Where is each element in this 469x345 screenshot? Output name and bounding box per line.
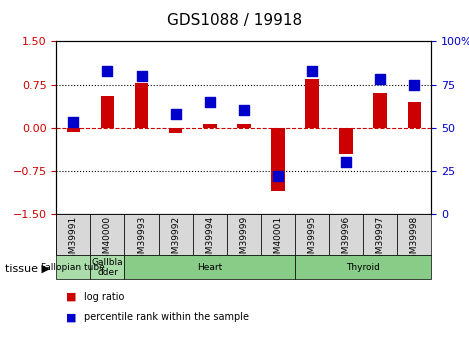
Text: GSM40001: GSM40001 [273, 216, 282, 265]
Text: GSM39998: GSM39998 [410, 214, 419, 263]
Text: Heart: Heart [197, 263, 222, 272]
Point [172, 111, 180, 117]
Text: GSM39991: GSM39991 [69, 216, 78, 265]
Text: GSM40000: GSM40000 [103, 216, 112, 265]
Text: ■: ■ [66, 292, 76, 302]
Text: Fallopian tube: Fallopian tube [41, 263, 105, 272]
Text: GSM40000: GSM40000 [103, 214, 112, 263]
Text: GSM39997: GSM39997 [376, 214, 385, 263]
Bar [169, 128, 182, 134]
Bar [408, 102, 421, 128]
FancyBboxPatch shape [124, 255, 295, 279]
FancyBboxPatch shape [159, 214, 193, 255]
Text: percentile rank within the sample: percentile rank within the sample [84, 313, 250, 322]
Text: tissue ▶: tissue ▶ [5, 264, 50, 274]
FancyBboxPatch shape [397, 214, 431, 255]
FancyBboxPatch shape [124, 214, 159, 255]
Bar [135, 83, 148, 128]
FancyBboxPatch shape [193, 214, 227, 255]
Text: GSM39998: GSM39998 [410, 216, 419, 265]
Text: log ratio: log ratio [84, 292, 125, 302]
FancyBboxPatch shape [295, 214, 329, 255]
Text: Gallbla
dder: Gallbla dder [91, 258, 123, 277]
FancyBboxPatch shape [91, 214, 124, 255]
FancyBboxPatch shape [261, 214, 295, 255]
Text: GSM39999: GSM39999 [239, 214, 249, 263]
Text: GSM39994: GSM39994 [205, 214, 214, 263]
Text: GSM39994: GSM39994 [205, 216, 214, 265]
Point [240, 108, 248, 113]
Point [206, 99, 213, 105]
Text: GSM39999: GSM39999 [239, 216, 249, 265]
Text: GSM40001: GSM40001 [273, 214, 282, 263]
Text: GSM39995: GSM39995 [308, 216, 317, 265]
Text: GSM39993: GSM39993 [137, 214, 146, 263]
Text: Thyroid: Thyroid [346, 263, 380, 272]
Bar [203, 124, 217, 128]
Bar [340, 128, 353, 154]
Text: GSM39992: GSM39992 [171, 216, 180, 265]
FancyBboxPatch shape [227, 214, 261, 255]
FancyBboxPatch shape [329, 214, 363, 255]
Text: GSM39991: GSM39991 [69, 214, 78, 263]
Text: GDS1088 / 19918: GDS1088 / 19918 [167, 13, 302, 28]
Text: GSM39996: GSM39996 [342, 214, 351, 263]
Text: GSM39996: GSM39996 [342, 216, 351, 265]
Bar [305, 79, 319, 128]
Bar [373, 93, 387, 128]
Point [138, 73, 145, 79]
Text: GSM39997: GSM39997 [376, 216, 385, 265]
FancyBboxPatch shape [56, 214, 91, 255]
Point [411, 82, 418, 87]
FancyBboxPatch shape [295, 255, 431, 279]
FancyBboxPatch shape [56, 255, 91, 279]
FancyBboxPatch shape [363, 214, 397, 255]
Bar [237, 124, 251, 128]
Point [342, 159, 350, 165]
Text: ■: ■ [66, 313, 76, 322]
Bar [271, 128, 285, 191]
Point [377, 77, 384, 82]
FancyBboxPatch shape [91, 255, 124, 279]
Text: GSM39995: GSM39995 [308, 214, 317, 263]
Point [69, 120, 77, 125]
Bar [101, 96, 114, 128]
Point [308, 68, 316, 73]
Point [104, 68, 111, 73]
Text: GSM39992: GSM39992 [171, 214, 180, 263]
Point [274, 173, 282, 179]
Bar [67, 128, 80, 132]
Text: GSM39993: GSM39993 [137, 216, 146, 265]
